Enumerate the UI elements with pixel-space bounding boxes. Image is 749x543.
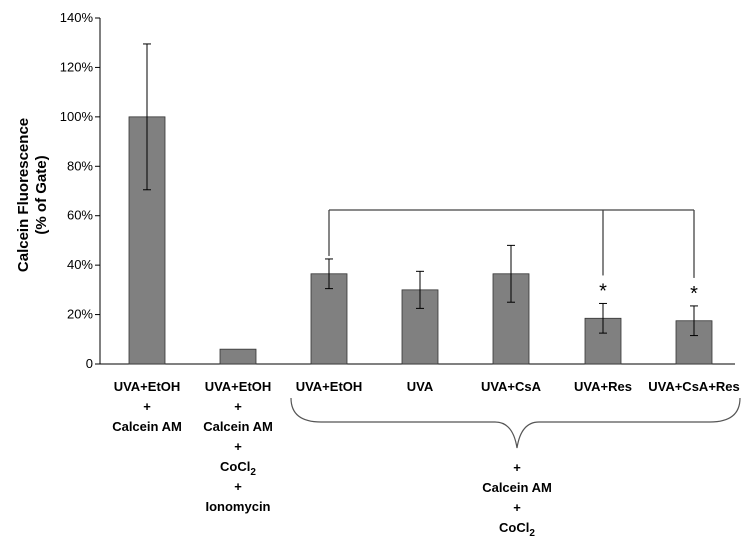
- comparison-bracket: [328, 209, 695, 278]
- x-category-label-line: +: [234, 479, 242, 494]
- x-category-label-line: +: [234, 399, 242, 414]
- significance-marker: *: [690, 283, 698, 305]
- y-axis-title-line: (% of Gate): [33, 155, 50, 234]
- x-category-label-line: UVA+CsA+Res: [648, 379, 740, 394]
- y-tick-label: 140%: [60, 10, 94, 25]
- x-category-label-line: UVA+CsA: [481, 379, 542, 394]
- x-category-label-line: +: [234, 439, 242, 454]
- y-tick-label: 60%: [67, 208, 93, 223]
- x-category-label-line: UVA+EtOH: [296, 379, 363, 394]
- group-label-line: +: [513, 500, 521, 515]
- group-label-line: +: [513, 460, 521, 475]
- y-tick-label: 0: [86, 356, 93, 371]
- y-tick-label: 80%: [67, 158, 93, 173]
- y-axis-title-line: Calcein Fluorescence: [15, 118, 32, 272]
- bars: * *: [128, 43, 713, 365]
- y-axis-label: Calcein Fluorescence (% of Gate): [15, 118, 50, 272]
- y-axis: 0 20% 40% 60% 80% 100% 120% 140%: [60, 10, 735, 371]
- group-label-line: CoCl2: [499, 520, 535, 539]
- x-category-label-line: +: [143, 399, 151, 414]
- group-brace: + Calcein AM + CoCl2: [290, 397, 741, 539]
- y-tick-label: 100%: [60, 109, 94, 124]
- x-category-label-line: CoCl2: [220, 459, 256, 478]
- x-category-label-line: UVA+Res: [574, 379, 632, 394]
- y-tick-label: 20%: [67, 307, 93, 322]
- x-category-label-line: Ionomycin: [205, 499, 270, 514]
- brace-path: [290, 397, 741, 449]
- y-tick-label: 40%: [67, 257, 93, 272]
- x-category-label-line: UVA+EtOH: [114, 379, 181, 394]
- bar: [219, 348, 257, 365]
- significance-marker: *: [599, 280, 607, 302]
- x-category-label-line: Calcein AM: [203, 419, 273, 434]
- x-category-label-line: UVA: [407, 379, 434, 394]
- group-label-line: Calcein AM: [482, 480, 552, 495]
- y-tick-label: 120%: [60, 59, 94, 74]
- x-category-label-line: UVA+EtOH: [205, 379, 272, 394]
- x-category-label-line: Calcein AM: [112, 419, 182, 434]
